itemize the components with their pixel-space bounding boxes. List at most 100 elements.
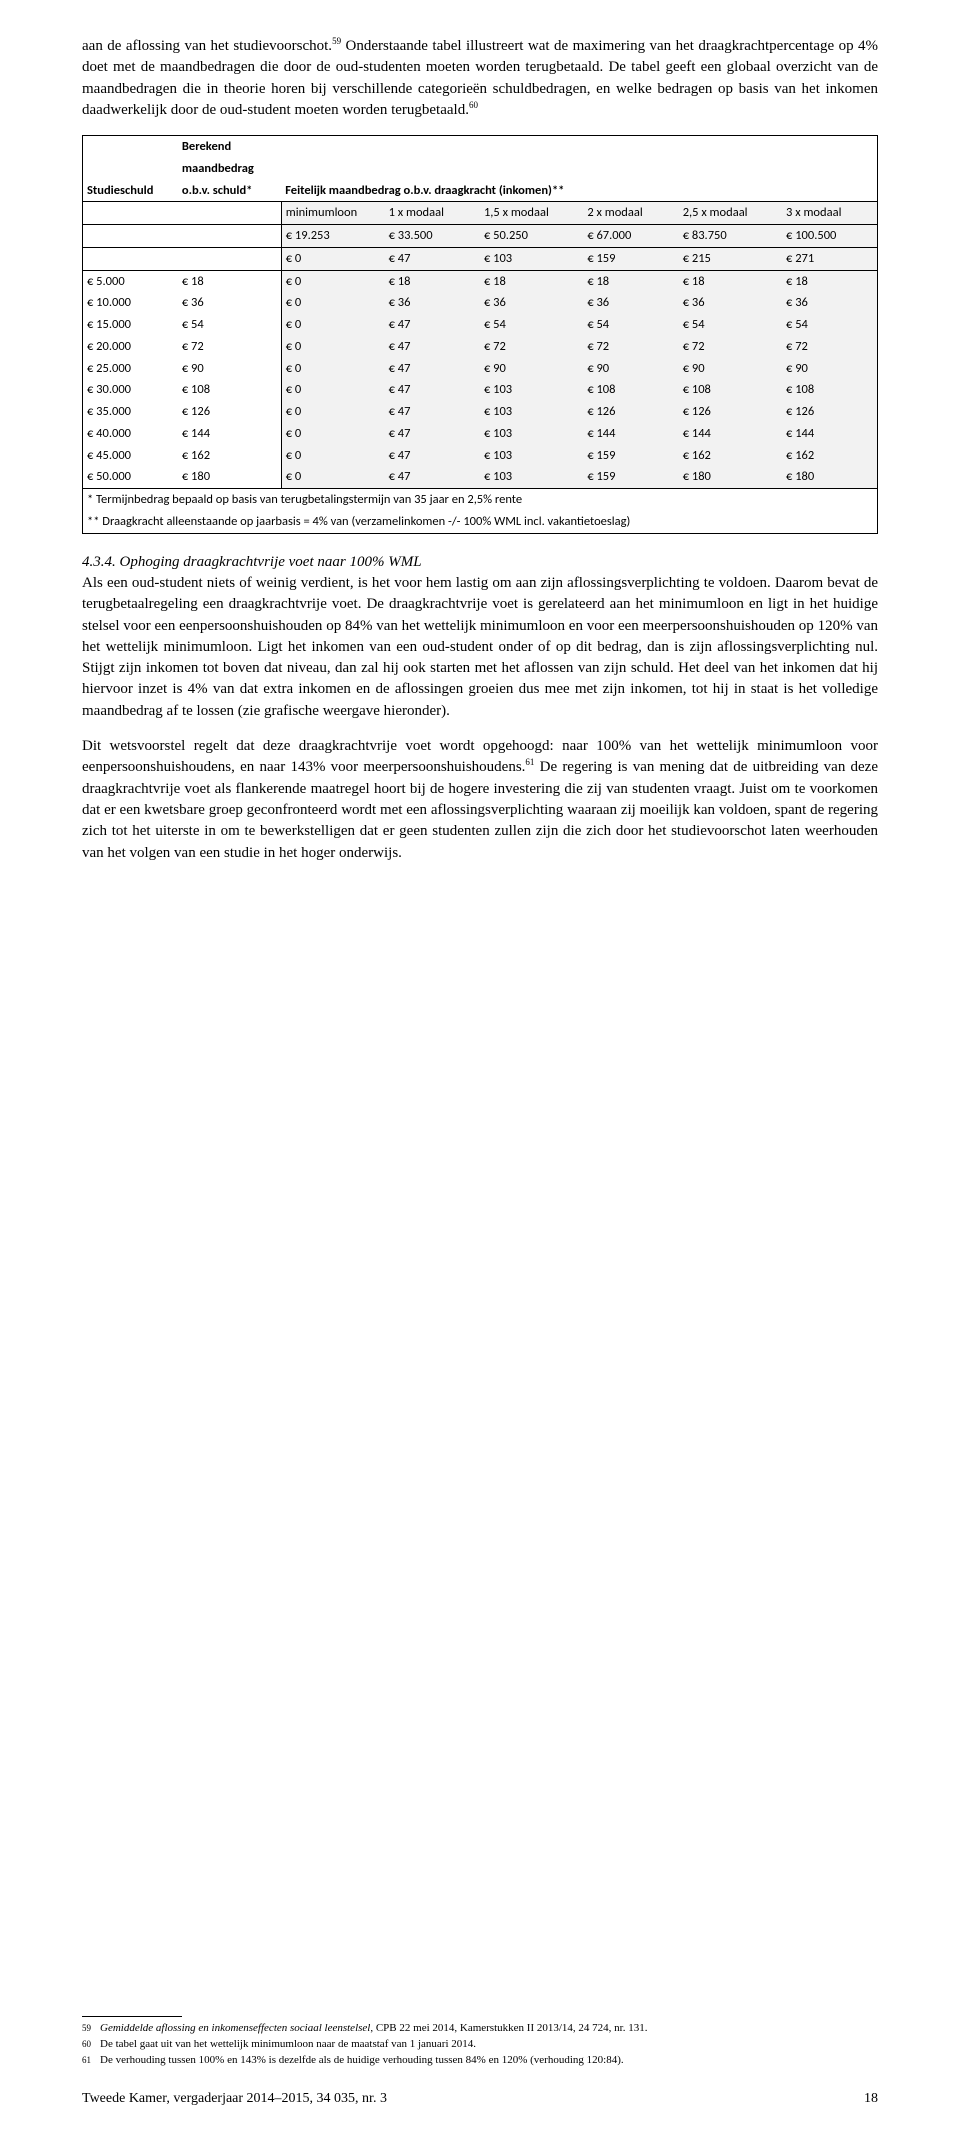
table-cell: € 0 bbox=[281, 466, 384, 488]
table-cell: € 144 bbox=[178, 423, 281, 445]
table-cell: € 103 bbox=[480, 423, 583, 445]
table-cell: € 47 bbox=[385, 314, 480, 336]
xmodv-3: € 67.000 bbox=[583, 225, 678, 248]
table-cell: € 0 bbox=[281, 401, 384, 423]
table-cell: € 162 bbox=[679, 445, 782, 467]
table-cell: € 180 bbox=[178, 466, 281, 488]
table-cell: € 15.000 bbox=[83, 314, 178, 336]
table-cell: € 103 bbox=[480, 466, 583, 488]
table-cell: € 72 bbox=[782, 336, 877, 358]
table-cell: € 50.000 bbox=[83, 466, 178, 488]
xmod-5: 3 x modaal bbox=[782, 202, 877, 225]
table-cell: € 126 bbox=[782, 401, 877, 423]
xmod-2: 1,5 x modaal bbox=[480, 202, 583, 225]
tr-top-1 bbox=[178, 247, 281, 270]
table-cell: € 162 bbox=[178, 445, 281, 467]
table-cell: € 18 bbox=[679, 270, 782, 292]
table-cell: € 72 bbox=[480, 336, 583, 358]
table-cell: € 54 bbox=[480, 314, 583, 336]
table-cell: € 30.000 bbox=[83, 379, 178, 401]
table-cell: € 10.000 bbox=[83, 292, 178, 314]
fn-text-59: Gemiddelde aflossing en inkomenseffecten… bbox=[100, 2021, 878, 2036]
footnote-rule bbox=[82, 2016, 182, 2017]
table-cell: € 126 bbox=[178, 401, 281, 423]
table-cell: € 0 bbox=[281, 270, 384, 292]
table-cell: € 144 bbox=[782, 423, 877, 445]
table-cell: € 72 bbox=[178, 336, 281, 358]
intro-paragraph: aan de aflossing van het studievoorschot… bbox=[82, 36, 878, 121]
tbl-note1: * Termijnbedrag bepaald op basis van ter… bbox=[83, 489, 878, 511]
page-footer: Tweede Kamer, vergaderjaar 2014–2015, 34… bbox=[82, 2089, 878, 2109]
th-feitelijk: Feitelijk maandbedrag o.b.v. draagkracht… bbox=[281, 180, 877, 202]
table-cell: € 45.000 bbox=[83, 445, 178, 467]
xmod-0: minimumloon bbox=[281, 202, 384, 225]
xmod-4: 2,5 x modaal bbox=[679, 202, 782, 225]
tbl-note2: ** Draagkracht alleenstaande op jaarbasi… bbox=[83, 511, 878, 533]
table-cell: € 144 bbox=[679, 423, 782, 445]
table-cell: € 108 bbox=[178, 379, 281, 401]
sup-59: 59 bbox=[332, 36, 341, 46]
tr-top-0 bbox=[83, 247, 178, 270]
table-cell: € 36 bbox=[178, 292, 281, 314]
section-p2: Dit wetsvoorstel regelt dat deze draagkr… bbox=[82, 736, 878, 864]
table-cell: € 36 bbox=[679, 292, 782, 314]
section-heading: 4.3.4. Ophoging draagkrachtvrije voet na… bbox=[82, 552, 878, 573]
section-num: 4.3.4. bbox=[82, 554, 120, 570]
table-cell: € 54 bbox=[782, 314, 877, 336]
table-cell: € 54 bbox=[583, 314, 678, 336]
footnote-61: 61 De verhouding tussen 100% en 143% is … bbox=[82, 2053, 878, 2068]
table-cell: € 36 bbox=[782, 292, 877, 314]
table-cell: € 90 bbox=[782, 358, 877, 380]
table-cell: € 144 bbox=[583, 423, 678, 445]
table-cell: € 47 bbox=[385, 401, 480, 423]
fn59-rest: , CPB 22 mei 2014, Kamerstukken II 2013/… bbox=[370, 2022, 647, 2034]
table-cell: € 126 bbox=[583, 401, 678, 423]
table-cell: € 72 bbox=[583, 336, 678, 358]
table-cell: € 54 bbox=[178, 314, 281, 336]
table-cell: € 47 bbox=[385, 336, 480, 358]
table-cell: € 90 bbox=[178, 358, 281, 380]
tr-top-2: € 0 bbox=[281, 247, 384, 270]
table-cell: € 90 bbox=[679, 358, 782, 380]
debt-table: Studieschuld Berekend maandbedrag o.b.v.… bbox=[82, 135, 878, 534]
footer-right: 18 bbox=[864, 2089, 878, 2109]
table-cell: € 36 bbox=[583, 292, 678, 314]
tr-top-6: € 215 bbox=[679, 247, 782, 270]
xmodv-2: € 50.250 bbox=[480, 225, 583, 248]
footnote-60: 60 De tabel gaat uit van het wettelijk m… bbox=[82, 2037, 878, 2052]
table-cell: € 18 bbox=[385, 270, 480, 292]
table-cell: € 0 bbox=[281, 358, 384, 380]
table-cell: € 54 bbox=[679, 314, 782, 336]
table-cell: € 47 bbox=[385, 379, 480, 401]
table-cell: € 47 bbox=[385, 358, 480, 380]
table-cell: € 0 bbox=[281, 445, 384, 467]
table-cell: € 0 bbox=[281, 379, 384, 401]
table-cell: € 36 bbox=[385, 292, 480, 314]
table-cell: € 18 bbox=[178, 270, 281, 292]
table-cell: € 40.000 bbox=[83, 423, 178, 445]
xmod-1: 1 x modaal bbox=[385, 202, 480, 225]
fn-text-60: De tabel gaat uit van het wettelijk mini… bbox=[100, 2037, 878, 2052]
fn-num-60: 60 bbox=[82, 2037, 100, 2052]
section-p1: Als een oud-student niets of weinig verd… bbox=[82, 573, 878, 722]
section-title: Ophoging draagkrachtvrije voet naar 100%… bbox=[120, 554, 422, 570]
xmod-3: 2 x modaal bbox=[583, 202, 678, 225]
table-cell: € 20.000 bbox=[83, 336, 178, 358]
footer-left: Tweede Kamer, vergaderjaar 2014–2015, 34… bbox=[82, 2089, 387, 2109]
table-cell: € 103 bbox=[480, 379, 583, 401]
table-cell: € 72 bbox=[679, 336, 782, 358]
table-cell: € 90 bbox=[583, 358, 678, 380]
table-cell: € 0 bbox=[281, 314, 384, 336]
th-berekend-1: Berekend bbox=[178, 136, 281, 158]
table-cell: € 90 bbox=[480, 358, 583, 380]
table-cell: € 108 bbox=[679, 379, 782, 401]
fn59-italic: Gemiddelde aflossing en inkomenseffecten… bbox=[100, 2022, 370, 2034]
table-cell: € 108 bbox=[583, 379, 678, 401]
th-studieschuld: Studieschuld bbox=[83, 136, 178, 202]
table-cell: € 103 bbox=[480, 445, 583, 467]
fn-num-61: 61 bbox=[82, 2053, 100, 2068]
tr-top-3: € 47 bbox=[385, 247, 480, 270]
table-cell: € 0 bbox=[281, 423, 384, 445]
table-cell: € 35.000 bbox=[83, 401, 178, 423]
table-cell: € 18 bbox=[480, 270, 583, 292]
